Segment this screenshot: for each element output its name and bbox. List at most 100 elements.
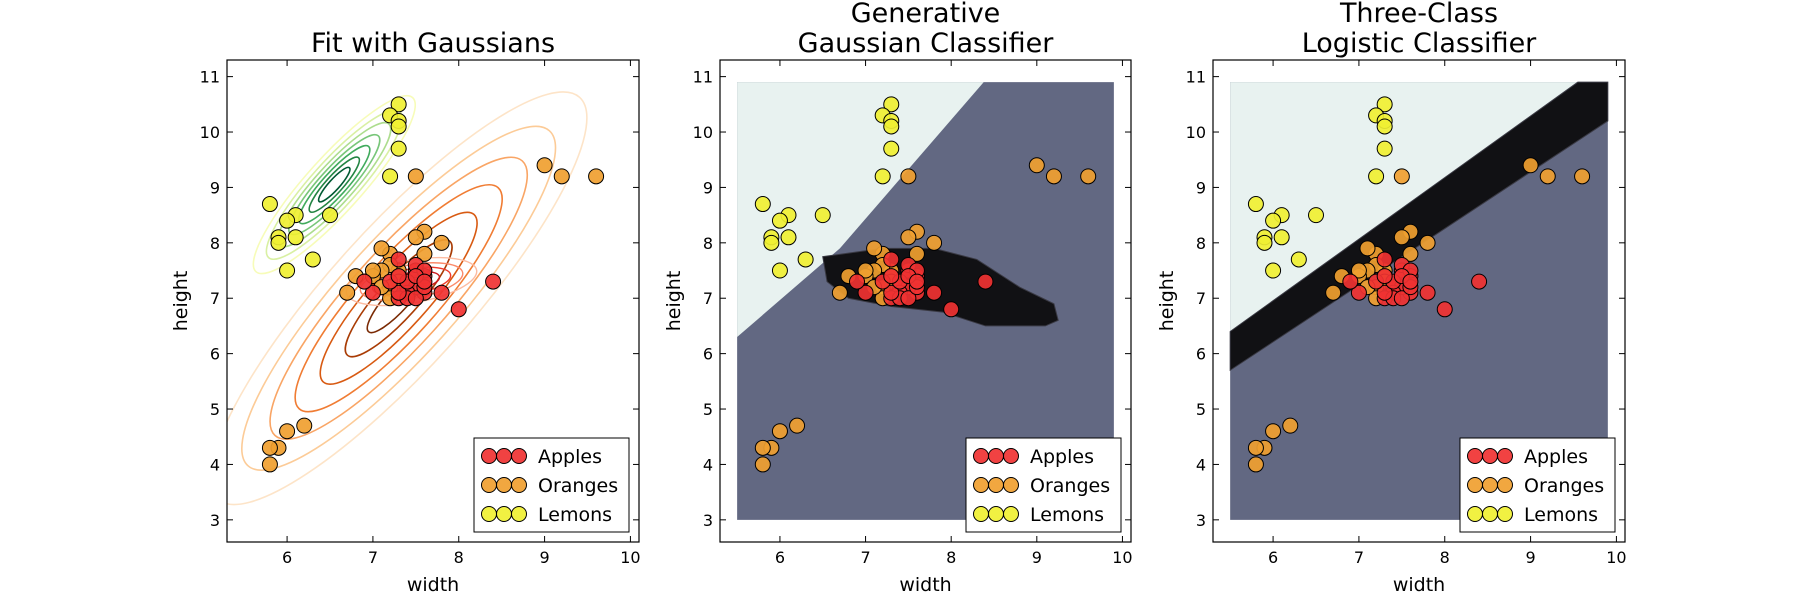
point-oranges <box>536 157 553 174</box>
y-tick-label: 9 <box>703 178 713 197</box>
legend-marker-apples <box>511 448 527 464</box>
point-oranges <box>900 229 917 246</box>
point-apples <box>883 251 900 268</box>
x-tick-label: 6 <box>282 548 292 567</box>
point-apples <box>1393 290 1410 307</box>
point-oranges <box>908 245 925 262</box>
y-tick-label: 9 <box>1196 178 1206 197</box>
y-tick-label: 10 <box>200 123 220 142</box>
point-oranges <box>433 234 450 251</box>
legend-marker-oranges <box>988 477 1004 493</box>
point-oranges <box>407 229 424 246</box>
y-tick-label: 4 <box>703 455 713 474</box>
point-oranges <box>771 423 788 440</box>
point-oranges <box>1574 168 1591 185</box>
plot-area <box>227 91 605 506</box>
y-tick-label: 7 <box>210 289 220 308</box>
y-tick-label: 11 <box>693 68 713 87</box>
point-apples <box>943 301 960 318</box>
point-oranges <box>754 456 771 473</box>
panel-3: 6 7 8 9 1034567891011widthheightThree-ClassL… <box>1156 0 1627 596</box>
point-lemons <box>1308 207 1324 224</box>
point-lemons <box>771 262 788 279</box>
legend-label-lemons: Lemons <box>1524 504 1598 526</box>
point-apples <box>1376 268 1393 285</box>
plot-area <box>1229 81 1609 520</box>
point-oranges <box>373 240 390 257</box>
legend-marker-oranges <box>1497 477 1513 493</box>
point-lemons <box>797 251 814 268</box>
chart-title: Logistic Classifier <box>1302 28 1537 59</box>
point-oranges <box>866 240 883 257</box>
point-lemons <box>763 234 780 251</box>
point-oranges <box>926 234 943 251</box>
y-tick-label: 5 <box>1196 400 1206 419</box>
legend-marker-oranges <box>973 477 989 493</box>
x-tick-label: 8 <box>946 548 956 567</box>
point-apples <box>849 273 865 290</box>
point-oranges <box>1028 157 1045 174</box>
chart-title: Generative <box>851 0 1001 29</box>
x-tick-label: 9 <box>1032 548 1042 567</box>
y-tick-label: 3 <box>703 511 713 530</box>
point-lemons <box>883 96 900 113</box>
y-tick-label: 4 <box>210 455 220 474</box>
point-oranges <box>553 168 570 185</box>
point-oranges <box>1325 284 1342 301</box>
point-lemons <box>390 96 407 113</box>
x-tick-label: 6 <box>775 548 785 567</box>
point-apples <box>1376 284 1393 301</box>
point-oranges <box>1265 423 1282 440</box>
point-apples <box>416 273 433 290</box>
point-lemons <box>1273 229 1290 246</box>
point-apples <box>908 273 925 290</box>
point-lemons <box>754 196 771 213</box>
point-apples <box>1436 301 1453 318</box>
point-oranges <box>1045 168 1062 185</box>
x-tick-label: 9 <box>1525 548 1535 567</box>
legend: Apples Oranges Lemons <box>965 437 1122 533</box>
y-axis-label: height <box>663 271 685 332</box>
legend-marker-oranges <box>1003 477 1019 493</box>
point-lemons <box>883 140 900 157</box>
legend-marker-lemons <box>481 506 497 522</box>
legend-marker-oranges <box>1467 477 1483 493</box>
point-oranges <box>416 245 433 262</box>
point-oranges <box>1419 234 1436 251</box>
point-oranges <box>1393 229 1410 246</box>
y-tick-label: 11 <box>1186 68 1206 87</box>
legend-marker-lemons <box>973 506 989 522</box>
legend-marker-lemons <box>1003 506 1019 522</box>
point-apples <box>977 273 994 290</box>
axes-frame <box>719 59 1132 543</box>
lemon-contour <box>252 94 417 275</box>
plot-area <box>737 82 1114 520</box>
point-lemons <box>780 229 797 246</box>
y-tick-label: 3 <box>210 511 220 530</box>
point-oranges <box>900 168 917 185</box>
point-lemons <box>382 168 399 185</box>
point-oranges <box>1247 439 1264 456</box>
region-apples <box>1229 81 1609 372</box>
y-tick-label: 8 <box>703 234 713 253</box>
lemon-contour <box>308 156 361 213</box>
region-lemons <box>737 82 984 338</box>
point-lemons <box>1265 262 1282 279</box>
legend-marker-apples <box>1497 448 1513 464</box>
x-tick-label: 6 <box>1268 548 1278 567</box>
point-apples <box>390 268 407 285</box>
x-tick-label: 9 <box>539 548 549 567</box>
legend-marker-apples <box>1003 448 1019 464</box>
y-tick-label: 7 <box>1196 289 1206 308</box>
point-lemons <box>1368 168 1385 185</box>
point-lemons <box>1376 118 1393 135</box>
y-axis-label: height <box>170 271 192 332</box>
point-lemons <box>874 168 891 185</box>
point-lemons <box>814 207 831 224</box>
legend-label-apples: Apples <box>1524 446 1588 468</box>
point-oranges <box>407 168 424 185</box>
legend-label-lemons: Lemons <box>1030 504 1104 526</box>
point-lemons <box>1376 96 1393 113</box>
point-lemons <box>1376 140 1393 157</box>
